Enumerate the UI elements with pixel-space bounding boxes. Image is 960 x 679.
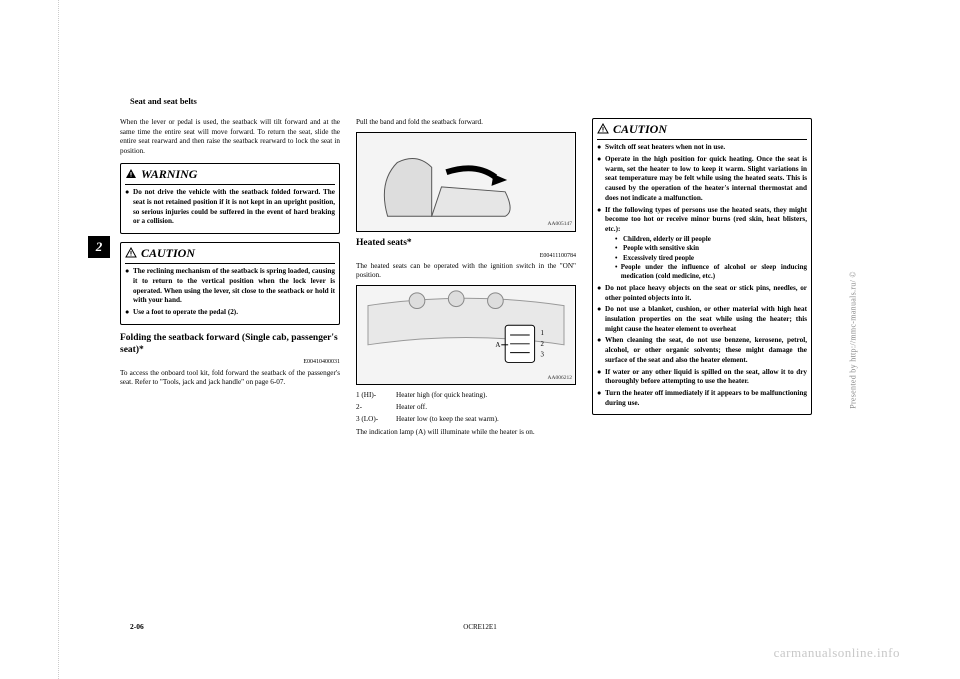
- caution-item: If water or any other liquid is spilled …: [605, 368, 807, 387]
- sub-item: Children, elderly or ill people: [623, 235, 711, 244]
- caution-item: When cleaning the seat, do not use benze…: [605, 336, 807, 365]
- seatback-illustration: [357, 133, 575, 231]
- sub-item: People under the influence of alcohol or…: [621, 263, 807, 282]
- side-attribution: Presented by http://mmc-manuals.ru/ ©: [849, 271, 858, 409]
- warning-item: Do not drive the vehicle with the seatba…: [133, 188, 335, 227]
- caution-title-1: CAUTION: [125, 245, 335, 264]
- caution-sublist: •Children, elderly or ill people •People…: [605, 235, 807, 282]
- warning-icon: [125, 168, 137, 180]
- caution-title-2: CAUTION: [597, 121, 807, 140]
- doc-code: OCRE12E1: [0, 623, 960, 631]
- def-v: Heater low (to keep the seat warm).: [396, 415, 576, 425]
- caution-item: The reclining mechanism of the seatback …: [133, 267, 335, 306]
- def-k: 1 (HI)-: [356, 391, 396, 401]
- heater-illustration: 1 2 3 A: [357, 286, 575, 384]
- col2-subhead: Heated seats*: [356, 238, 576, 250]
- column-1: When the lever or pedal is used, the sea…: [120, 118, 340, 442]
- svg-text:3: 3: [540, 352, 544, 359]
- warning-box: WARNING ●Do not drive the vehicle with t…: [120, 163, 340, 234]
- text-columns: When the lever or pedal is used, the sea…: [120, 118, 900, 442]
- svg-text:A: A: [495, 342, 500, 349]
- column-2: Pull the band and fold the seatback forw…: [356, 118, 576, 442]
- figure-seatback: AA005147: [356, 132, 576, 232]
- col1-subref: E00410400031: [120, 358, 340, 366]
- sub-item: People with sensitive skin: [623, 244, 699, 253]
- svg-text:1: 1: [540, 330, 544, 337]
- caution-item: Do not use a blanket, cushion, or other …: [605, 305, 807, 334]
- warning-title: WARNING: [125, 166, 335, 185]
- warning-title-text: WARNING: [141, 166, 197, 182]
- caution-item: Switch off seat heaters when not in use.: [605, 143, 807, 153]
- caution-item: Do not place heavy objects on the seat o…: [605, 284, 807, 303]
- def-v: Heater off.: [396, 403, 576, 413]
- heater-defs: 1 (HI)-Heater high (for quick heating). …: [356, 391, 576, 424]
- watermark: carmanualsonline.info: [774, 645, 900, 661]
- fig1-label: AA005147: [548, 221, 572, 228]
- col2-lead: Pull the band and fold the seatback forw…: [356, 118, 576, 128]
- caution-item: Use a foot to operate the pedal (2).: [133, 308, 335, 318]
- svg-text:2: 2: [540, 341, 544, 348]
- def-k: 2-: [356, 403, 396, 413]
- caution-item-text: If the following types of persons use th…: [605, 206, 807, 233]
- manual-page: Seat and seat belts 2 When the lever or …: [0, 0, 960, 679]
- col2-subref: E00411100784: [356, 252, 576, 260]
- page-edge: [58, 0, 59, 679]
- caution-icon: [597, 123, 609, 135]
- col1-intro: When the lever or pedal is used, the sea…: [120, 118, 340, 157]
- caution-list-2: ●Switch off seat heaters when not in use…: [597, 143, 807, 408]
- figure-heater-switch: 1 2 3 A AA006212: [356, 285, 576, 385]
- col2-body: The heated seats can be operated with th…: [356, 262, 576, 281]
- def-k: 3 (LO)-: [356, 415, 396, 425]
- col2-tail: The indication lamp (A) will illuminate …: [356, 428, 576, 438]
- fig2-label: AA006212: [548, 375, 572, 382]
- caution-title-text-2: CAUTION: [613, 121, 667, 137]
- caution-box-2: CAUTION ●Switch off seat heaters when no…: [592, 118, 812, 415]
- col1-body: To access the onboard tool kit, fold for…: [120, 369, 340, 388]
- caution-title-text-1: CAUTION: [141, 245, 195, 261]
- caution-item: Turn the heater off immediately if it ap…: [605, 389, 807, 408]
- caution-item: If the following types of persons use th…: [605, 206, 807, 282]
- section-header: Seat and seat belts: [130, 96, 197, 106]
- def-v: Heater high (for quick heating).: [396, 391, 576, 401]
- caution-icon: [125, 247, 137, 259]
- caution-box-1: CAUTION ●The reclining mechanism of the …: [120, 242, 340, 325]
- col1-subhead: Folding the seatback forward (Single cab…: [120, 333, 340, 357]
- warning-list: ●Do not drive the vehicle with the seatb…: [125, 188, 335, 227]
- column-3: CAUTION ●Switch off seat heaters when no…: [592, 118, 812, 442]
- caution-item: Operate in the high position for quick h…: [605, 155, 807, 204]
- section-number-tab: 2: [88, 236, 110, 258]
- caution-list-1: ●The reclining mechanism of the seatback…: [125, 267, 335, 318]
- sub-item: Excessively tired people: [623, 254, 694, 263]
